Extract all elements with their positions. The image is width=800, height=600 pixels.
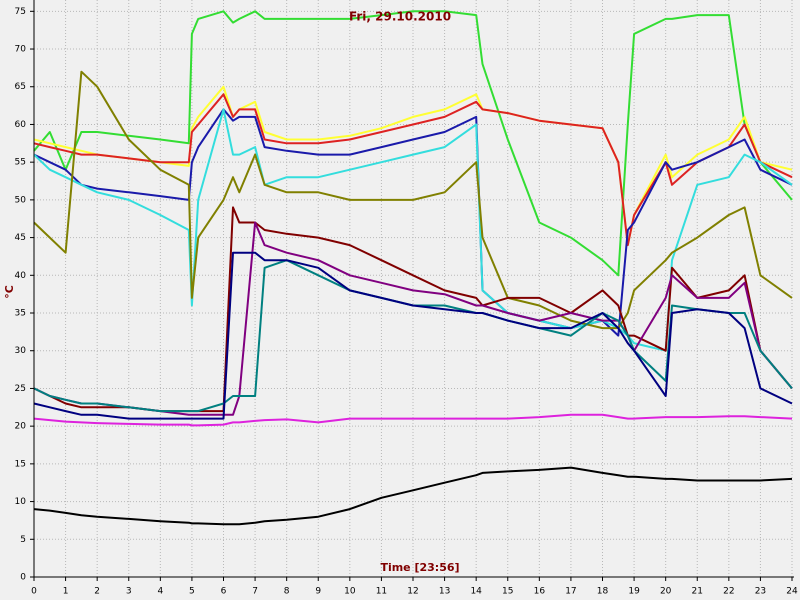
x-tick-label: 21 — [692, 587, 703, 597]
lines — [33, 10, 793, 526]
series-line — [33, 10, 793, 277]
series-line — [33, 413, 793, 427]
x-tick-label: 14 — [470, 587, 482, 597]
x-tick-label: 13 — [439, 587, 450, 597]
x-tick-label: 16 — [534, 587, 546, 597]
y-tick-label: 30 — [15, 346, 27, 356]
y-tick-label: 15 — [15, 459, 26, 469]
x-tick-label: 24 — [786, 587, 798, 597]
x-tick-label: 9 — [315, 587, 321, 597]
x-tick-label: 11 — [376, 587, 387, 597]
y-tick-label: 45 — [15, 233, 26, 243]
y-tick-label: 25 — [15, 384, 26, 394]
chart-title: Fri, 29.10.2010 — [349, 10, 451, 24]
x-tick-label: 12 — [407, 587, 418, 597]
y-tick-label: 40 — [15, 271, 27, 281]
y-tick-label: 0 — [20, 573, 26, 583]
x-tick-label: 4 — [157, 587, 163, 597]
x-tick-label: 8 — [284, 587, 290, 597]
x-tick-label: 2 — [94, 587, 100, 597]
x-tick-label: 1 — [63, 587, 69, 597]
y-tick-label: 70 — [15, 45, 27, 55]
x-tick-label: 15 — [502, 587, 513, 597]
x-tick-label: 18 — [597, 587, 609, 597]
series-line — [33, 70, 793, 330]
x-tick-label: 19 — [628, 587, 640, 597]
series-line — [33, 251, 793, 420]
y-tick-label: 10 — [15, 497, 27, 507]
x-tick-label: 6 — [221, 587, 227, 597]
y-tick-label: 60 — [15, 120, 27, 130]
x-tick-label: 17 — [565, 587, 576, 597]
y-axis-label: °C — [3, 285, 16, 299]
x-tick-label: 5 — [189, 587, 195, 597]
x-tick-label: 0 — [31, 587, 37, 597]
x-tick-label: 22 — [723, 587, 734, 597]
y-tick-label: 55 — [15, 158, 26, 168]
x-tick-label: 10 — [344, 587, 356, 597]
x-tick-label: 23 — [755, 587, 766, 597]
y-tick-label: 65 — [15, 82, 26, 92]
x-tick-label: 20 — [660, 587, 672, 597]
x-tick-label: 3 — [126, 587, 132, 597]
x-tick-label: 7 — [252, 587, 258, 597]
y-tick-label: 35 — [15, 309, 26, 319]
series-line — [33, 466, 793, 526]
y-tick-label: 50 — [15, 195, 27, 205]
y-tick-label: 5 — [20, 535, 26, 545]
x-axis-label: Time [23:56] — [380, 561, 459, 574]
series-line — [33, 108, 793, 337]
y-tick-label: 75 — [15, 7, 26, 17]
y-tick-label: 20 — [15, 422, 27, 432]
